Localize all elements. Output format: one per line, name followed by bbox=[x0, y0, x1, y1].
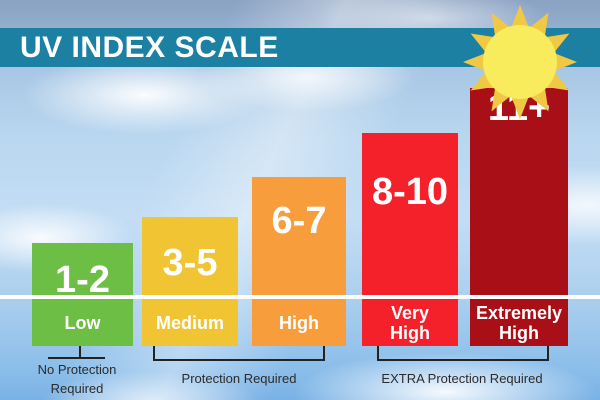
divider-line bbox=[0, 295, 600, 299]
sun-icon bbox=[463, 5, 577, 119]
annotation-extra-protection: EXTRA Protection Required bbox=[381, 371, 543, 386]
bracket-line-no-protection bbox=[48, 357, 105, 359]
uv-level-label: Medium bbox=[155, 312, 224, 333]
uv-range-value: 6-7 bbox=[271, 200, 327, 242]
bracket-line-extra-protection bbox=[547, 346, 549, 361]
uv-range-value: 3-5 bbox=[162, 242, 218, 284]
annotation-protection: Protection Required bbox=[181, 371, 297, 386]
uv-range-value: 8-10 bbox=[371, 171, 449, 213]
page-title: UV INDEX SCALE bbox=[20, 31, 279, 64]
bracket-line-protection bbox=[323, 346, 325, 361]
bracket-line-extra-protection bbox=[377, 346, 379, 361]
uv-bar-low: 1-2 Low bbox=[32, 243, 133, 346]
bracket-line-protection bbox=[153, 346, 155, 361]
uv-range-value: 1-2 bbox=[55, 259, 110, 301]
uv-bar-extremely-high: 11+ Extremely High bbox=[470, 88, 568, 346]
uv-bar-medium: 3-5 Medium bbox=[142, 217, 238, 346]
bracket-line-no-protection bbox=[79, 346, 81, 358]
uv-level-label: High bbox=[279, 312, 319, 333]
uv-bar-very-high: 8-10 Very High bbox=[362, 133, 458, 346]
annotation-no-protection: No Protection Required bbox=[37, 362, 117, 396]
uv-bar-high: 6-7 High bbox=[252, 177, 346, 346]
bracket-line-protection bbox=[153, 359, 325, 361]
uv-level-label: Very High bbox=[390, 302, 430, 343]
uv-level-label: Low bbox=[64, 312, 101, 333]
uv-level-label: Extremely High bbox=[475, 302, 563, 343]
bracket-line-extra-protection bbox=[377, 359, 549, 361]
